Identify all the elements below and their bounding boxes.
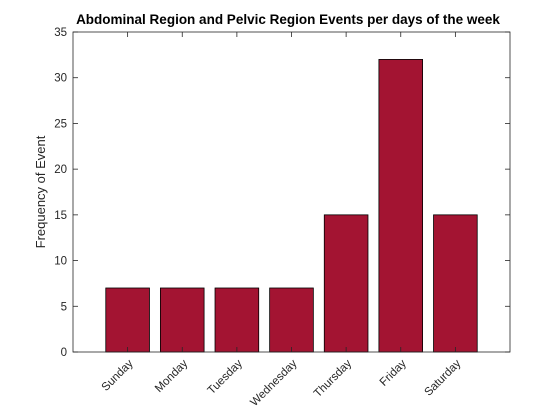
bar-saturday bbox=[433, 214, 478, 353]
chart-title: Abdominal Region and Pelvic Region Event… bbox=[76, 12, 500, 27]
x-tick-label-thursday: Thursday bbox=[312, 357, 355, 400]
bars-group bbox=[105, 59, 478, 353]
y-tick-label: 20 bbox=[54, 164, 67, 176]
bar-friday bbox=[378, 59, 423, 353]
bar-thursday bbox=[323, 214, 369, 353]
x-tick-label-saturday: Saturday bbox=[422, 357, 463, 398]
y-tick-label: 10 bbox=[54, 256, 67, 268]
x-tick-label-sunday: Sunday bbox=[100, 357, 136, 393]
x-tick-label-monday: Monday bbox=[153, 357, 191, 395]
y-axis-ticks: 0 5 10 15 20 25 30 35 bbox=[54, 27, 510, 359]
y-tick-label: 35 bbox=[54, 27, 67, 39]
x-tick-label-tuesday: Tuesday bbox=[206, 357, 246, 397]
y-axis-label: Frequency of Event bbox=[33, 135, 48, 248]
x-tick-label-friday: Friday bbox=[378, 357, 409, 388]
bar-sunday bbox=[105, 287, 150, 353]
y-tick-label: 5 bbox=[61, 301, 67, 313]
y-tick-label: 30 bbox=[54, 73, 67, 85]
axes-box bbox=[72, 31, 511, 353]
y-tick-label: 0 bbox=[61, 347, 67, 359]
bar-tuesday bbox=[214, 287, 260, 353]
y-tick-label: 25 bbox=[54, 118, 67, 130]
y-tick-label: 15 bbox=[54, 210, 67, 222]
bar-wednesday bbox=[269, 287, 314, 353]
x-tick-label-wednesday: Wednesday bbox=[248, 357, 299, 408]
bar-monday bbox=[159, 287, 205, 353]
